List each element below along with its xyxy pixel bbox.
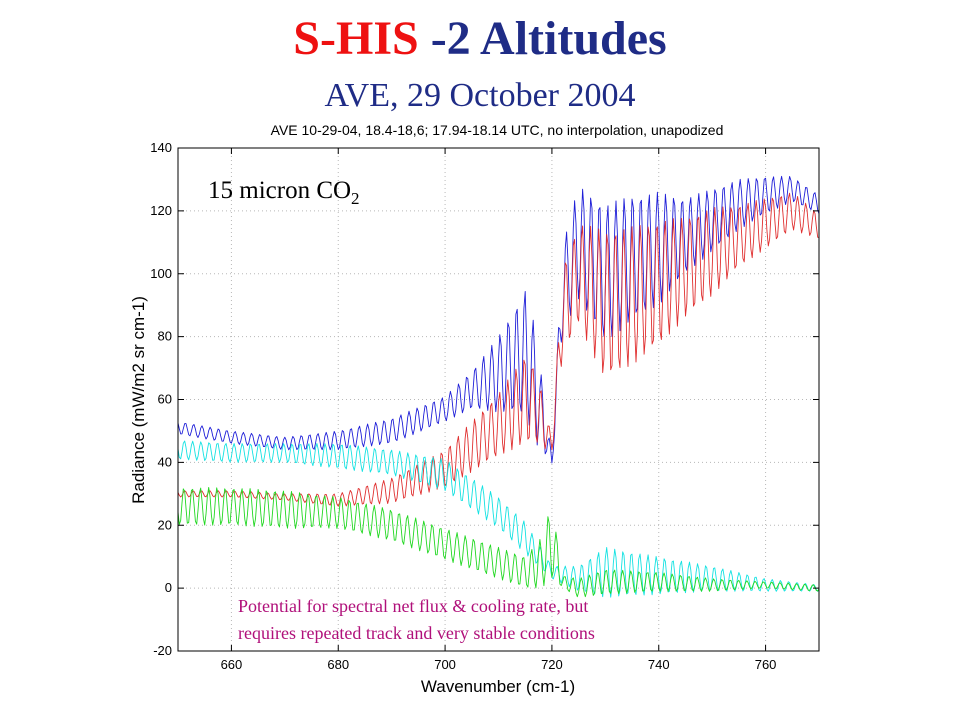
x-axis-label: Wavenumber (cm-1)	[421, 677, 575, 696]
note-line-2: requires repeated track and very stable …	[238, 623, 595, 643]
plot-title: AVE 10-29-04, 18.4-18,6; 17.94-18.14 UTC…	[271, 122, 724, 138]
slide-title-instrument: S-HIS	[293, 12, 419, 65]
y-tick-label: 0	[165, 580, 172, 595]
x-tick-label: 660	[221, 657, 243, 672]
x-tick-label: 720	[541, 657, 563, 672]
co2-annotation-main: 15 micron CO	[208, 177, 351, 204]
y-tick-label: 20	[158, 517, 172, 532]
y-tick-labels: -20 0 20 40 60 80 100 120 140	[150, 140, 172, 658]
slide-subtitle: AVE, 29 October 2004	[324, 77, 636, 114]
y-tick-label: 60	[158, 392, 172, 407]
spectrum-line-1	[177, 175, 820, 464]
x-tick-label: 700	[434, 657, 456, 672]
slide-title: S-HIS -2 Altitudes	[0, 10, 960, 68]
spectrum-line-2	[177, 192, 819, 507]
y-axis-label: Radiance (mW/m2 sr cm-1)	[129, 296, 148, 504]
y-tick-label: 100	[150, 266, 172, 281]
y-tick-label: 140	[150, 140, 172, 155]
spectrum-line-4	[177, 487, 820, 598]
series-layer	[177, 175, 820, 598]
slide-title-rest: -2 Altitudes	[418, 12, 667, 65]
x-tick-labels: 660 680 700 720 740 760	[221, 657, 777, 672]
note-line-1: Potential for spectral net flux & coolin…	[238, 596, 588, 616]
x-tick-label: 740	[648, 657, 670, 672]
tick-marks	[178, 147, 819, 652]
spectrum-line-3	[177, 440, 820, 598]
y-tick-label: 80	[158, 329, 172, 344]
y-tick-label: 120	[150, 203, 172, 218]
co2-annotation-subscript: 2	[351, 189, 360, 208]
y-tick-label: -20	[153, 643, 172, 658]
x-tick-label: 760	[755, 657, 777, 672]
co2-annotation: 15 micron CO2	[208, 177, 360, 208]
x-tick-label: 680	[327, 657, 349, 672]
y-tick-label: 40	[158, 454, 172, 469]
